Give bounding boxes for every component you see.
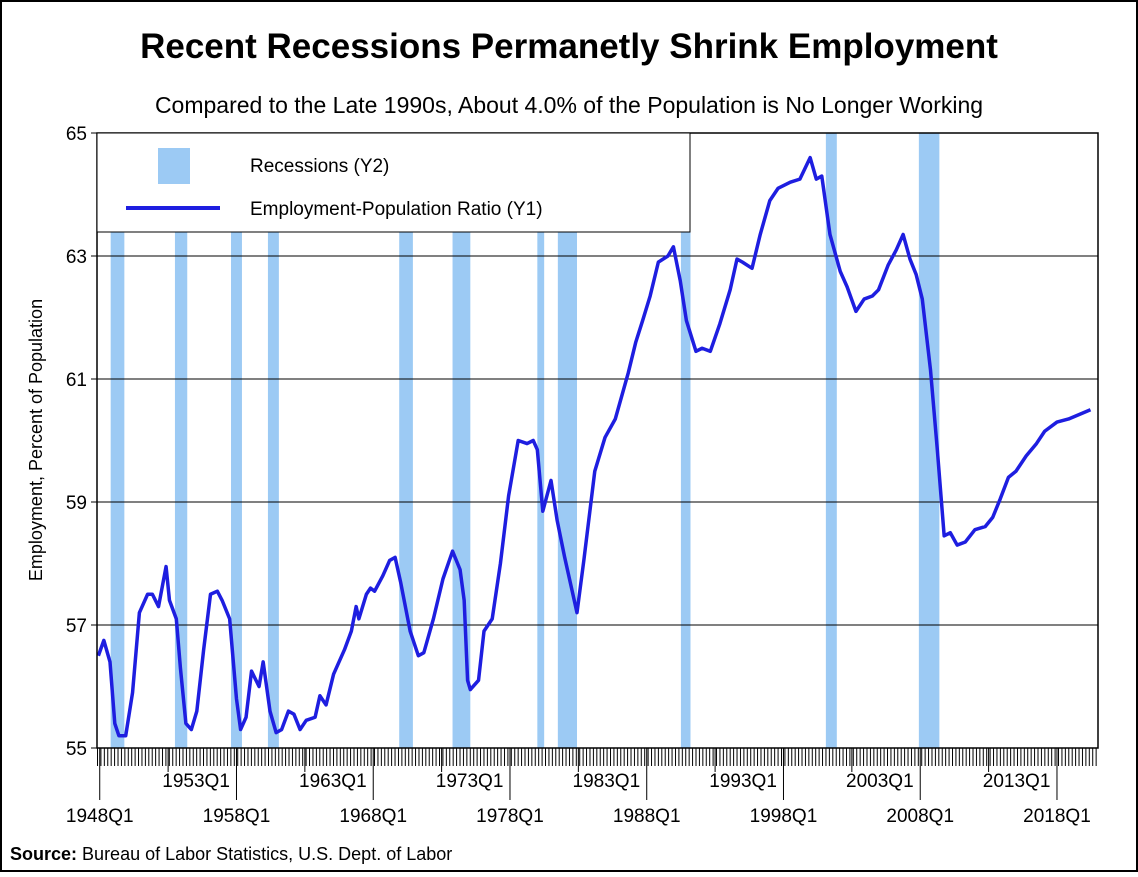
plot-area: 55 57 59 61 63 65 1948Q1 1953Q1 1958Q1 1963Q1 1968… <box>66 124 1099 827</box>
x-tick-label: 1988Q1 <box>613 806 681 827</box>
source-label: Source: <box>10 844 77 864</box>
x-tick-label: 2003Q1 <box>846 771 914 792</box>
y-tick-label: 65 <box>66 124 87 145</box>
legend-swatch <box>158 148 190 184</box>
legend-label: Employment-Population Ratio (Y1) <box>250 199 543 220</box>
x-tick-label: 1968Q1 <box>339 806 407 827</box>
source-text: Bureau of Labor Statistics, U.S. Dept. o… <box>82 844 452 864</box>
recession-band <box>825 133 837 748</box>
data-line <box>96 155 1092 738</box>
y-tick-label: 55 <box>66 739 87 760</box>
x-tick-label: 1993Q1 <box>709 771 777 792</box>
y-tick-label: 59 <box>66 493 87 514</box>
recession-band <box>267 133 279 748</box>
x-tick-label: 1998Q1 <box>750 806 818 827</box>
y-axis-label: Employment, Percent of Population <box>26 299 46 581</box>
recession-band <box>680 133 691 748</box>
chart-subtitle: Compared to the Late 1990s, About 4.0% o… <box>155 92 983 118</box>
chart-title: Recent Recessions Permanetly Shrink Empl… <box>140 27 998 66</box>
legend: Recessions (Y2) Employment-Population Rat… <box>96 132 691 233</box>
y-tick-label: 61 <box>66 370 87 391</box>
legend-label: Recessions (Y2) <box>250 156 389 177</box>
x-tick-label: 2018Q1 <box>1023 806 1091 827</box>
y-tick-label: 57 <box>66 616 87 637</box>
x-minor-ticks <box>97 748 1098 766</box>
x-tick-label: 1983Q1 <box>573 771 641 792</box>
x-tick-label: 1978Q1 <box>476 806 544 827</box>
recession-band <box>537 133 545 748</box>
x-tick-label: 1958Q1 <box>203 806 271 827</box>
legend-box <box>96 132 691 233</box>
x-tick-label: 1953Q1 <box>162 771 230 792</box>
x-tick-label: 2013Q1 <box>983 771 1051 792</box>
x-tick-label: 2008Q1 <box>886 806 954 827</box>
x-tick-label: 1963Q1 <box>299 771 367 792</box>
y-tick-label: 63 <box>66 247 87 268</box>
recession-band <box>231 133 242 748</box>
recession-band <box>110 133 125 748</box>
x-tick-label: 1948Q1 <box>66 806 134 827</box>
recession-band <box>452 133 471 748</box>
source: Source: Bureau of Labor Statistics, U.S.… <box>10 844 452 864</box>
x-tick-label: 1973Q1 <box>436 771 504 792</box>
recession-band <box>174 133 188 748</box>
recession-band <box>918 133 940 748</box>
